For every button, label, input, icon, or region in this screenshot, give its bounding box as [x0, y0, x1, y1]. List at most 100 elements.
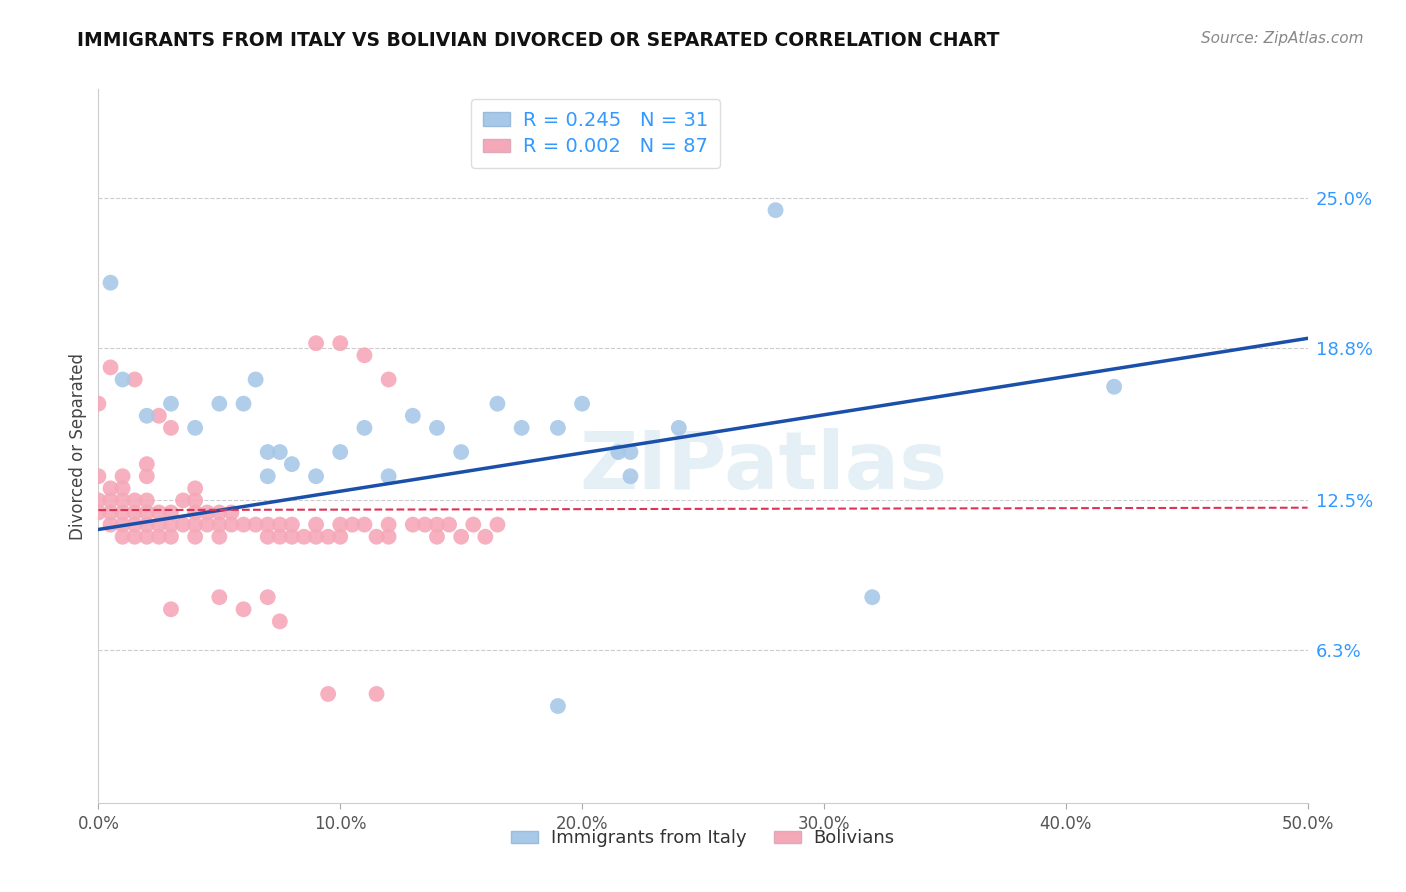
Point: [316, 530, 339, 544]
Point: [111, 530, 134, 544]
Point: [305, 530, 328, 544]
Point: [184, 517, 207, 532]
Point: [148, 506, 170, 520]
Point: [184, 481, 207, 495]
Point: [160, 506, 183, 520]
Point: [486, 397, 509, 411]
Point: [619, 469, 641, 483]
Point: [160, 397, 183, 411]
Point: [184, 506, 207, 520]
Point: [87, 506, 110, 520]
Point: [269, 445, 291, 459]
Point: [450, 530, 472, 544]
Point: [377, 469, 399, 483]
Point: [463, 517, 485, 532]
Point: [208, 397, 231, 411]
Point: [402, 409, 425, 423]
Text: ZIPatlas: ZIPatlas: [579, 428, 948, 507]
Point: [316, 687, 339, 701]
Point: [571, 397, 593, 411]
Point: [111, 481, 134, 495]
Point: [269, 530, 291, 544]
Point: [426, 421, 449, 435]
Point: [160, 421, 183, 435]
Point: [87, 397, 110, 411]
Point: [111, 493, 134, 508]
Point: [148, 409, 170, 423]
Point: [377, 517, 399, 532]
Point: [413, 517, 436, 532]
Point: [221, 506, 243, 520]
Point: [135, 493, 157, 508]
Point: [148, 517, 170, 532]
Point: [281, 457, 304, 471]
Point: [256, 590, 278, 604]
Text: Source: ZipAtlas.com: Source: ZipAtlas.com: [1201, 31, 1364, 46]
Point: [281, 517, 304, 532]
Point: [124, 517, 146, 532]
Point: [100, 493, 122, 508]
Point: [353, 517, 375, 532]
Point: [269, 615, 291, 629]
Point: [474, 530, 496, 544]
Legend: Immigrants from Italy, Bolivians: Immigrants from Italy, Bolivians: [505, 822, 901, 855]
Point: [135, 457, 157, 471]
Point: [292, 530, 315, 544]
Text: IMMIGRANTS FROM ITALY VS BOLIVIAN DIVORCED OR SEPARATED CORRELATION CHART: IMMIGRANTS FROM ITALY VS BOLIVIAN DIVORC…: [77, 31, 1000, 50]
Point: [547, 421, 569, 435]
Point: [111, 469, 134, 483]
Point: [124, 372, 146, 386]
Point: [111, 506, 134, 520]
Point: [402, 517, 425, 532]
Point: [256, 517, 278, 532]
Point: [100, 276, 122, 290]
Point: [437, 517, 460, 532]
Point: [148, 530, 170, 544]
Point: [305, 517, 328, 532]
Point: [184, 530, 207, 544]
Point: [342, 517, 364, 532]
Point: [619, 445, 641, 459]
Point: [100, 360, 122, 375]
Point: [305, 469, 328, 483]
Point: [232, 517, 254, 532]
Point: [269, 517, 291, 532]
Point: [184, 493, 207, 508]
Point: [111, 372, 134, 386]
Point: [232, 397, 254, 411]
Point: [1102, 380, 1125, 394]
Point: [607, 445, 630, 459]
Point: [135, 517, 157, 532]
Point: [281, 530, 304, 544]
Point: [208, 517, 231, 532]
Point: [208, 590, 231, 604]
Point: [195, 517, 218, 532]
Point: [135, 409, 157, 423]
Point: [256, 445, 278, 459]
Point: [668, 421, 690, 435]
Point: [124, 493, 146, 508]
Y-axis label: Divorced or Separated: Divorced or Separated: [69, 352, 87, 540]
Point: [426, 517, 449, 532]
Point: [160, 530, 183, 544]
Point: [172, 517, 194, 532]
Point: [510, 421, 533, 435]
Point: [87, 493, 110, 508]
Point: [208, 530, 231, 544]
Point: [135, 469, 157, 483]
Point: [100, 481, 122, 495]
Point: [160, 517, 183, 532]
Point: [486, 517, 509, 532]
Point: [245, 372, 267, 386]
Point: [135, 506, 157, 520]
Point: [232, 602, 254, 616]
Point: [208, 506, 231, 520]
Point: [377, 530, 399, 544]
Point: [111, 517, 134, 532]
Point: [100, 517, 122, 532]
Point: [100, 506, 122, 520]
Point: [195, 506, 218, 520]
Point: [245, 517, 267, 532]
Point: [256, 469, 278, 483]
Point: [124, 506, 146, 520]
